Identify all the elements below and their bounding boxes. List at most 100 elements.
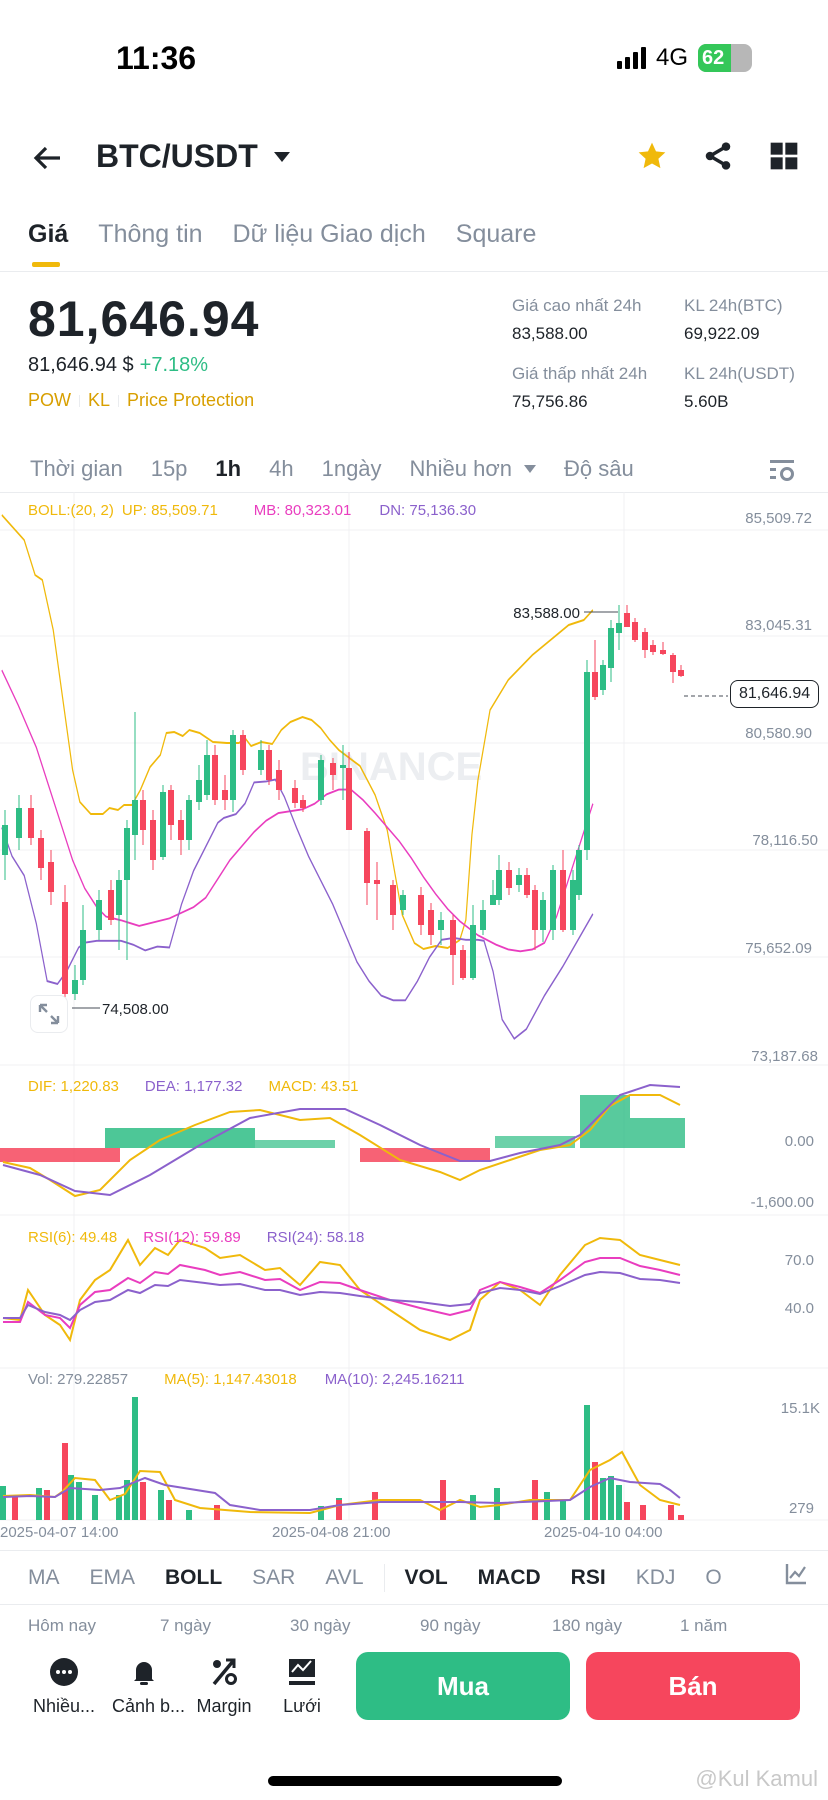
- chevron-down-icon: [273, 151, 290, 162]
- watermark-text: @Kul Kamul: [695, 1766, 818, 1791]
- axis-price-6: 73,187.68: [751, 1048, 818, 1065]
- interval-1h[interactable]: 1h: [215, 456, 242, 481]
- last-price-tag: 81,646.94: [730, 680, 820, 708]
- signal-icon: [616, 47, 646, 69]
- chart-settings-icon[interactable]: [768, 458, 796, 484]
- bell-icon: [128, 1656, 160, 1688]
- network-type: 4G: [655, 44, 688, 71]
- pair-title: BTC/USDT: [96, 138, 258, 174]
- svg-text:74,508.00: 74,508.00: [102, 1001, 169, 1018]
- tag-price-protection[interactable]: Price Protection: [127, 390, 255, 410]
- grid-bot-icon: [286, 1656, 318, 1688]
- tag-row: POW KL Price Protection: [28, 390, 254, 411]
- boll-legend: BOLL:(20, 2) UP: 85,509.71 MB: 80,323.01…: [28, 502, 477, 519]
- vol-usdt-value: 5.60B: [684, 392, 729, 411]
- more-dots-icon: [48, 1656, 80, 1688]
- kline-chart[interactable]: BINANCE: [0, 492, 828, 1552]
- tag-kl[interactable]: KL: [88, 390, 111, 410]
- interval-1d[interactable]: 1ngày: [321, 456, 382, 481]
- period-7d[interactable]: 7 ngày: [160, 1616, 212, 1635]
- page-tabs: Giá Thông tin Dữ liệu Giao dịch Square: [28, 220, 537, 267]
- chevron-down-icon: [524, 465, 537, 473]
- period-strip: Hôm nay 7 ngày 30 ngày 90 ngày 180 ngày …: [0, 1616, 828, 1638]
- pair-selector[interactable]: BTC/USDT: [96, 138, 290, 175]
- home-indicator[interactable]: [268, 1776, 562, 1786]
- time-label-1: 2025-04-07 14:00: [0, 1524, 119, 1541]
- tag-pow[interactable]: POW: [28, 390, 71, 410]
- tab-square[interactable]: Square: [455, 220, 537, 248]
- percent-icon: [208, 1656, 240, 1688]
- indicator-settings-icon[interactable]: [784, 1562, 808, 1586]
- status-time: 11:36: [116, 40, 197, 76]
- more-button[interactable]: Nhiều...: [32, 1656, 96, 1717]
- buy-button[interactable]: Mua: [356, 1652, 570, 1720]
- status-icons: 4G 62: [616, 44, 752, 72]
- high-label: Giá cao nhất 24h: [512, 296, 642, 315]
- bottom-action-bar: Nhiều... Cảnh b... Margin Lưới Mua Bán: [0, 1640, 828, 1740]
- vol-btc-value: 69,922.09: [684, 324, 760, 343]
- interval-more[interactable]: Nhiều hơn: [410, 456, 537, 482]
- axis-vol-min: 279: [788, 1500, 814, 1517]
- back-arrow-icon[interactable]: [30, 140, 66, 176]
- grid-trading-button[interactable]: Lưới: [270, 1656, 334, 1717]
- period-1y[interactable]: 1 năm: [680, 1616, 728, 1635]
- favorite-star-icon[interactable]: [636, 140, 668, 172]
- vol-usdt-label: KL 24h(USDT): [684, 364, 795, 383]
- margin-button[interactable]: Margin: [192, 1656, 256, 1717]
- share-icon[interactable]: [702, 140, 734, 172]
- period-90d[interactable]: 90 ngày: [420, 1616, 481, 1635]
- macd-legend: DIF: 1,220.83 DEA: 1,177.32 MACD: 43.51: [28, 1078, 359, 1095]
- indicator-vol[interactable]: VOL: [404, 1566, 448, 1589]
- grid-menu-icon[interactable]: [768, 140, 800, 172]
- period-today[interactable]: Hôm nay: [28, 1616, 97, 1635]
- vol-legend: Vol: 279.22857 MA(5): 1,147.43018 MA(10)…: [28, 1371, 465, 1388]
- axis-macd-low: -1,600.00: [750, 1194, 814, 1211]
- indicator-obv[interactable]: O: [705, 1566, 722, 1589]
- price-usd: 81,646.94 $: [28, 354, 134, 376]
- price-usd-row: 81,646.94 $ +7.18%: [28, 354, 208, 377]
- stats-volume: KL 24h(BTC) 69,922.09 KL 24h(USDT) 5.60B: [684, 296, 795, 412]
- tab-trading-data[interactable]: Dữ liệu Giao dịch: [232, 220, 426, 248]
- period-30d[interactable]: 30 ngày: [290, 1616, 351, 1635]
- axis-price-3: 80,580.90: [745, 725, 812, 742]
- divider: [0, 271, 828, 272]
- high-value: 83,588.00: [512, 324, 588, 343]
- low-label: Giá thấp nhất 24h: [512, 364, 648, 383]
- axis-price-5: 75,652.09: [745, 940, 812, 957]
- interval-15m[interactable]: 15p: [150, 456, 188, 481]
- indicator-sar[interactable]: SAR: [252, 1566, 296, 1589]
- interval-bar: Thời gian 15p 1h 4h 1ngày Nhiều hơn Độ s…: [30, 456, 634, 482]
- time-label-2: 2025-04-08 21:00: [272, 1524, 391, 1541]
- indicator-avl[interactable]: AVL: [325, 1566, 364, 1589]
- axis-rsi-70: 70.0: [784, 1252, 814, 1269]
- indicator-rsi[interactable]: RSI: [570, 1566, 606, 1589]
- depth-tab[interactable]: Độ sâu: [564, 456, 634, 481]
- indicator-macd[interactable]: MACD: [477, 1566, 541, 1589]
- time-label-3: 2025-04-10 04:00: [544, 1524, 663, 1541]
- axis-macd-zero: 0.00: [784, 1133, 814, 1150]
- vol-btc-label: KL 24h(BTC): [684, 296, 783, 315]
- rsi-legend: RSI(6): 49.48 RSI(12): 59.89 RSI(24): 58…: [28, 1229, 365, 1246]
- svg-text:83,588.00: 83,588.00: [513, 605, 580, 622]
- tab-info[interactable]: Thông tin: [98, 220, 203, 248]
- indicator-kdj[interactable]: KDJ: [635, 1566, 676, 1589]
- expand-icon: [38, 1003, 60, 1025]
- svg-text:BINANCE: BINANCE: [300, 745, 482, 789]
- alert-button[interactable]: Cảnh b...: [112, 1656, 185, 1717]
- period-180d[interactable]: 180 ngày: [552, 1616, 622, 1635]
- indicator-ema[interactable]: EMA: [89, 1566, 136, 1589]
- indicator-ma[interactable]: MA: [28, 1566, 60, 1589]
- last-price: 81,646.94: [28, 291, 260, 347]
- axis-price-4: 78,116.50: [752, 832, 818, 849]
- interval-4h[interactable]: 4h: [269, 456, 294, 481]
- sell-button[interactable]: Bán: [586, 1652, 800, 1720]
- indicator-bar: MA EMA BOLL SAR AVL VOL MACD RSI KDJ O: [0, 1552, 828, 1604]
- fullscreen-button[interactable]: [30, 995, 68, 1033]
- interval-time[interactable]: Thời gian: [30, 456, 123, 481]
- indicator-boll[interactable]: BOLL: [165, 1566, 223, 1589]
- price-change-pct: +7.18%: [139, 354, 209, 376]
- axis-rsi-40: 40.0: [784, 1300, 814, 1317]
- axis-vol-max: 15.1K: [780, 1400, 820, 1417]
- tab-price[interactable]: Giá: [28, 220, 69, 267]
- stats-high-low: Giá cao nhất 24h 83,588.00 Giá thấp nhất…: [512, 296, 647, 412]
